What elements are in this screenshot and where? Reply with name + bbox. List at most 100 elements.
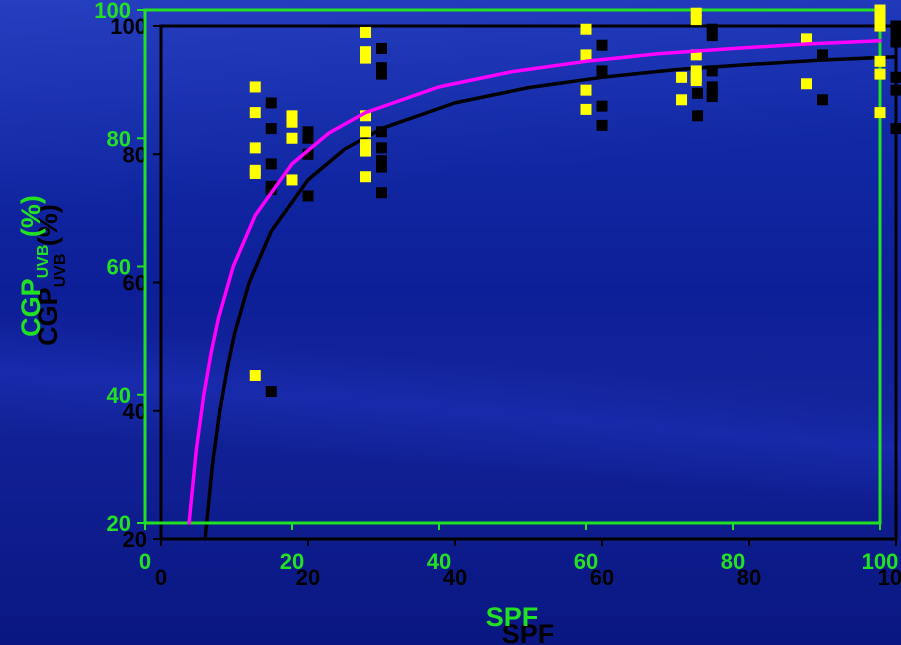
data-point <box>874 107 886 119</box>
shadow-data-point <box>302 132 314 144</box>
y-tick-label: 20 <box>107 511 131 536</box>
data-point <box>286 110 298 122</box>
data-point <box>580 49 592 61</box>
data-point <box>874 68 886 80</box>
data-point <box>690 75 702 87</box>
data-point <box>249 168 261 180</box>
shadow-data-point <box>376 42 387 54</box>
shadow-data-point <box>890 26 901 38</box>
data-point <box>286 174 298 186</box>
shadow-data-point <box>596 39 608 51</box>
shadow-x-tick-label: 40 <box>443 565 467 590</box>
shadow-data-point <box>265 184 277 196</box>
y-axis-title-sub: UVB <box>35 245 52 279</box>
data-point <box>580 103 592 115</box>
data-point <box>360 139 371 151</box>
x-tick-label: 60 <box>574 549 598 574</box>
data-point <box>360 110 371 122</box>
data-point <box>249 370 261 382</box>
shadow-data-point <box>706 81 718 93</box>
x-tick-label: 100 <box>862 549 899 574</box>
data-point <box>580 23 592 35</box>
data-point <box>360 52 371 64</box>
shadow-x-tick-label: 20 <box>296 565 320 590</box>
x-tick-label: 80 <box>721 549 745 574</box>
shadow-data-point <box>596 119 608 131</box>
data-point <box>676 94 688 106</box>
data-point <box>690 49 702 61</box>
data-point <box>874 4 886 16</box>
shadow-data-point <box>890 71 901 83</box>
data-point <box>286 116 298 128</box>
shadow-y-tick-label: 60 <box>123 271 147 296</box>
shadow-data-point <box>692 87 704 99</box>
y-axis-title-shadow: CGPUVB (%) <box>33 204 69 346</box>
shadow-data-point <box>376 126 387 138</box>
y-axis-title-shadow-main: CGP <box>33 287 63 346</box>
data-point <box>360 126 371 138</box>
data-point <box>690 7 702 19</box>
y-axis-title-shadow-sub: UVB <box>52 254 69 288</box>
data-point <box>874 20 886 32</box>
shadow-data-point <box>817 94 828 106</box>
x-tick-label: 20 <box>280 549 304 574</box>
shadow-data-point <box>706 65 718 77</box>
data-point <box>874 10 886 22</box>
shadow-data-point <box>265 97 277 109</box>
shadow-x-tick-label: 0 <box>155 565 167 590</box>
data-point <box>360 171 371 183</box>
shadow-data-point <box>265 158 277 170</box>
shadow-x-tick-label: 100 <box>878 565 901 590</box>
shadow-y-tick-label: 40 <box>123 399 147 424</box>
data-point <box>580 84 592 96</box>
svg-text:CGPUVB (%): CGPUVB (%) <box>16 195 52 337</box>
data-point <box>249 142 261 154</box>
data-point <box>801 78 812 90</box>
shadow-data-point <box>890 84 901 96</box>
y-axis-title-main: CGP <box>16 278 46 337</box>
shadow-data-point <box>376 161 387 173</box>
shadow-data-point <box>890 36 901 48</box>
data-point <box>360 145 371 157</box>
x-tick-label: 40 <box>427 549 451 574</box>
fit-curve <box>187 39 882 525</box>
shadow-data-point <box>376 187 387 199</box>
shadow-data-point <box>265 386 277 398</box>
x-axis-title: SPF <box>486 602 539 632</box>
y-axis-title-suffix: (%) <box>16 195 46 245</box>
y-tick-label: 40 <box>107 383 131 408</box>
shadow-data-point <box>596 100 608 112</box>
y-tick-label: 100 <box>94 0 131 23</box>
shadow-data-point <box>265 123 277 135</box>
shadow-x-tick-label: 60 <box>590 565 614 590</box>
shadow-x-tick-label: 80 <box>737 565 761 590</box>
x-axis-title-shadow: SPF <box>502 619 555 645</box>
shadow-data-point <box>302 148 314 160</box>
data-point <box>801 33 812 45</box>
axis-titles: SPF SPF CGPUVB (%) CGPUVB (%) <box>16 195 554 645</box>
shadow-data-point <box>376 142 387 154</box>
data-point <box>676 71 688 83</box>
shadow-data-point <box>376 68 387 80</box>
data-point <box>249 81 261 93</box>
shadow-y-tick-label: 80 <box>123 142 147 167</box>
shadow-y-tick-label: 100 <box>110 14 147 39</box>
data-point <box>286 132 298 144</box>
shadow-data-point <box>890 20 901 32</box>
x-tick-label: 0 <box>139 549 151 574</box>
shadow-data-point <box>376 155 387 167</box>
data-point <box>690 14 702 26</box>
data-point <box>249 107 261 119</box>
svg-text:CGPUVB (%): CGPUVB (%) <box>33 204 69 346</box>
shadow-data-point <box>596 65 608 77</box>
data-point <box>874 55 886 67</box>
data-point <box>360 26 371 38</box>
y-tick-label: 60 <box>107 255 131 280</box>
shadow-y-tick-label: 20 <box>123 527 147 552</box>
shadow-data-point <box>706 30 718 42</box>
shadow-data-point <box>706 91 718 103</box>
